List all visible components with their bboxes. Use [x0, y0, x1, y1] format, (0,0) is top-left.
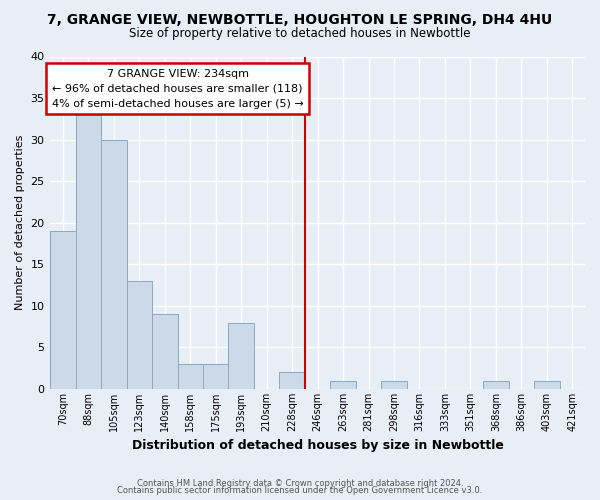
X-axis label: Distribution of detached houses by size in Newbottle: Distribution of detached houses by size …	[131, 440, 503, 452]
Bar	[483, 380, 509, 389]
Bar	[203, 364, 229, 389]
Bar	[280, 372, 305, 389]
Text: Contains public sector information licensed under the Open Government Licence v3: Contains public sector information licen…	[118, 486, 482, 495]
Bar	[152, 314, 178, 389]
Bar	[331, 380, 356, 389]
Text: 7 GRANGE VIEW: 234sqm
← 96% of detached houses are smaller (118)
4% of semi-deta: 7 GRANGE VIEW: 234sqm ← 96% of detached …	[52, 69, 304, 108]
Bar	[50, 231, 76, 389]
Bar	[229, 322, 254, 389]
Y-axis label: Number of detached properties: Number of detached properties	[15, 135, 25, 310]
Text: 7, GRANGE VIEW, NEWBOTTLE, HOUGHTON LE SPRING, DH4 4HU: 7, GRANGE VIEW, NEWBOTTLE, HOUGHTON LE S…	[47, 12, 553, 26]
Bar	[76, 114, 101, 389]
Bar	[127, 281, 152, 389]
Text: Contains HM Land Registry data © Crown copyright and database right 2024.: Contains HM Land Registry data © Crown c…	[137, 478, 463, 488]
Bar	[178, 364, 203, 389]
Bar	[381, 380, 407, 389]
Bar	[101, 140, 127, 389]
Text: Size of property relative to detached houses in Newbottle: Size of property relative to detached ho…	[129, 28, 471, 40]
Bar	[534, 380, 560, 389]
